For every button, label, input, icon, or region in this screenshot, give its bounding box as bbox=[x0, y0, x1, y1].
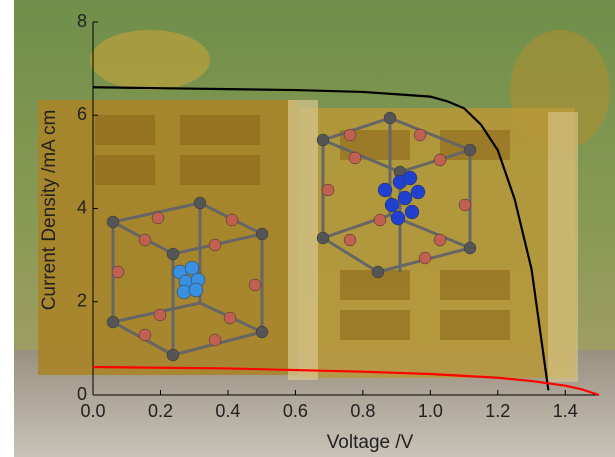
y-tick-label: 4 bbox=[77, 197, 87, 217]
y-tick-label: 2 bbox=[77, 291, 87, 311]
x-tick-label: 1.4 bbox=[553, 401, 578, 421]
y-tick-label: 8 bbox=[77, 11, 87, 31]
x-tick-label: 0.2 bbox=[148, 401, 173, 421]
x-axis-label: Voltage /V bbox=[327, 432, 414, 453]
y-axis-label: Current Density /mA cm bbox=[39, 110, 60, 311]
x-tick-label: 0.4 bbox=[215, 401, 240, 421]
y-tick-label: 6 bbox=[77, 104, 87, 124]
x-tick-label: 0.6 bbox=[283, 401, 308, 421]
x-tick-label: 0.8 bbox=[350, 401, 375, 421]
x-tick-label: 0.0 bbox=[80, 401, 105, 421]
x-tick-label: 1.2 bbox=[485, 401, 510, 421]
chart: Voltage /V Current Density /mA cm 024680… bbox=[0, 0, 615, 457]
x-tick-label: 1.0 bbox=[418, 401, 443, 421]
